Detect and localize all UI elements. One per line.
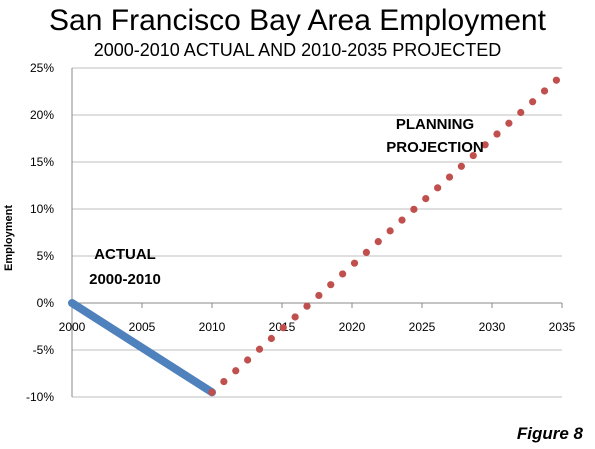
series-actual-line — [68, 299, 216, 397]
x-tick-label: 2000 — [59, 320, 86, 334]
projection-point — [315, 291, 323, 300]
projection-point — [220, 377, 228, 386]
y-tick-label: 5% — [37, 249, 55, 263]
annotation-planning-line1: PLANNING — [396, 116, 474, 133]
annotation-actual-line2: 2000-2010 — [89, 271, 161, 288]
projection-point — [481, 141, 489, 149]
series-layer — [68, 76, 561, 397]
annotation-actual-line1: ACTUAL — [94, 246, 156, 263]
y-tick-label: 25% — [30, 61, 54, 75]
figure-label: Figure 8 — [516, 424, 583, 443]
projection-point — [457, 162, 465, 170]
projection-point — [469, 151, 477, 160]
projection-point — [208, 388, 216, 396]
x-tick-labels: 20002005201020152020202520302035 — [59, 320, 576, 334]
annotation-planning-line2: PROJECTION — [386, 139, 484, 156]
projection-point — [291, 313, 299, 321]
projection-point — [410, 205, 418, 213]
projection-point — [422, 194, 430, 203]
projection-point — [339, 270, 347, 278]
projection-point — [374, 238, 382, 246]
y-tick-labels: -10% -5% 0% 5% 10% 15% 20% 25% — [26, 61, 54, 404]
projection-point — [517, 108, 525, 117]
projection-point — [540, 87, 549, 95]
projection-point — [529, 98, 537, 106]
projection-point — [327, 281, 335, 289]
x-tick-label: 2005 — [129, 320, 156, 334]
chart-subtitle: 2000-2010 ACTUAL AND 2010-2035 PROJECTED — [93, 40, 502, 60]
grid-lines — [71, 67, 563, 398]
projection-point — [255, 345, 264, 353]
x-tick-label: 2020 — [339, 320, 366, 334]
x-tick-label: 2025 — [409, 320, 436, 334]
y-tick-label: 0% — [37, 296, 55, 310]
projection-point — [244, 356, 252, 364]
x-tick-label: 2010 — [199, 320, 226, 334]
projection-point — [493, 130, 501, 138]
projection-point — [398, 216, 406, 224]
projection-point — [386, 227, 394, 235]
projection-point — [279, 324, 287, 332]
x-tick-label: 2030 — [479, 320, 506, 334]
projection-point — [232, 367, 240, 375]
projection-point — [434, 184, 442, 192]
y-tick-label: 10% — [30, 202, 54, 216]
y-tick-label: -5% — [33, 343, 55, 357]
projection-point — [445, 173, 454, 181]
y-tick-label: -10% — [26, 390, 54, 404]
projection-point — [505, 119, 513, 127]
y-tick-label: 20% — [30, 108, 54, 122]
x-tick-label: 2035 — [549, 320, 576, 334]
y-tick-label: 15% — [30, 155, 54, 169]
chart-title: San Francisco Bay Area Employment — [49, 4, 546, 37]
y-axis-label: Employment — [3, 205, 15, 271]
projection-point — [267, 334, 275, 343]
projection-point — [350, 259, 359, 267]
projection-point — [552, 76, 561, 84]
projection-point — [303, 302, 311, 310]
projection-point — [362, 248, 370, 257]
